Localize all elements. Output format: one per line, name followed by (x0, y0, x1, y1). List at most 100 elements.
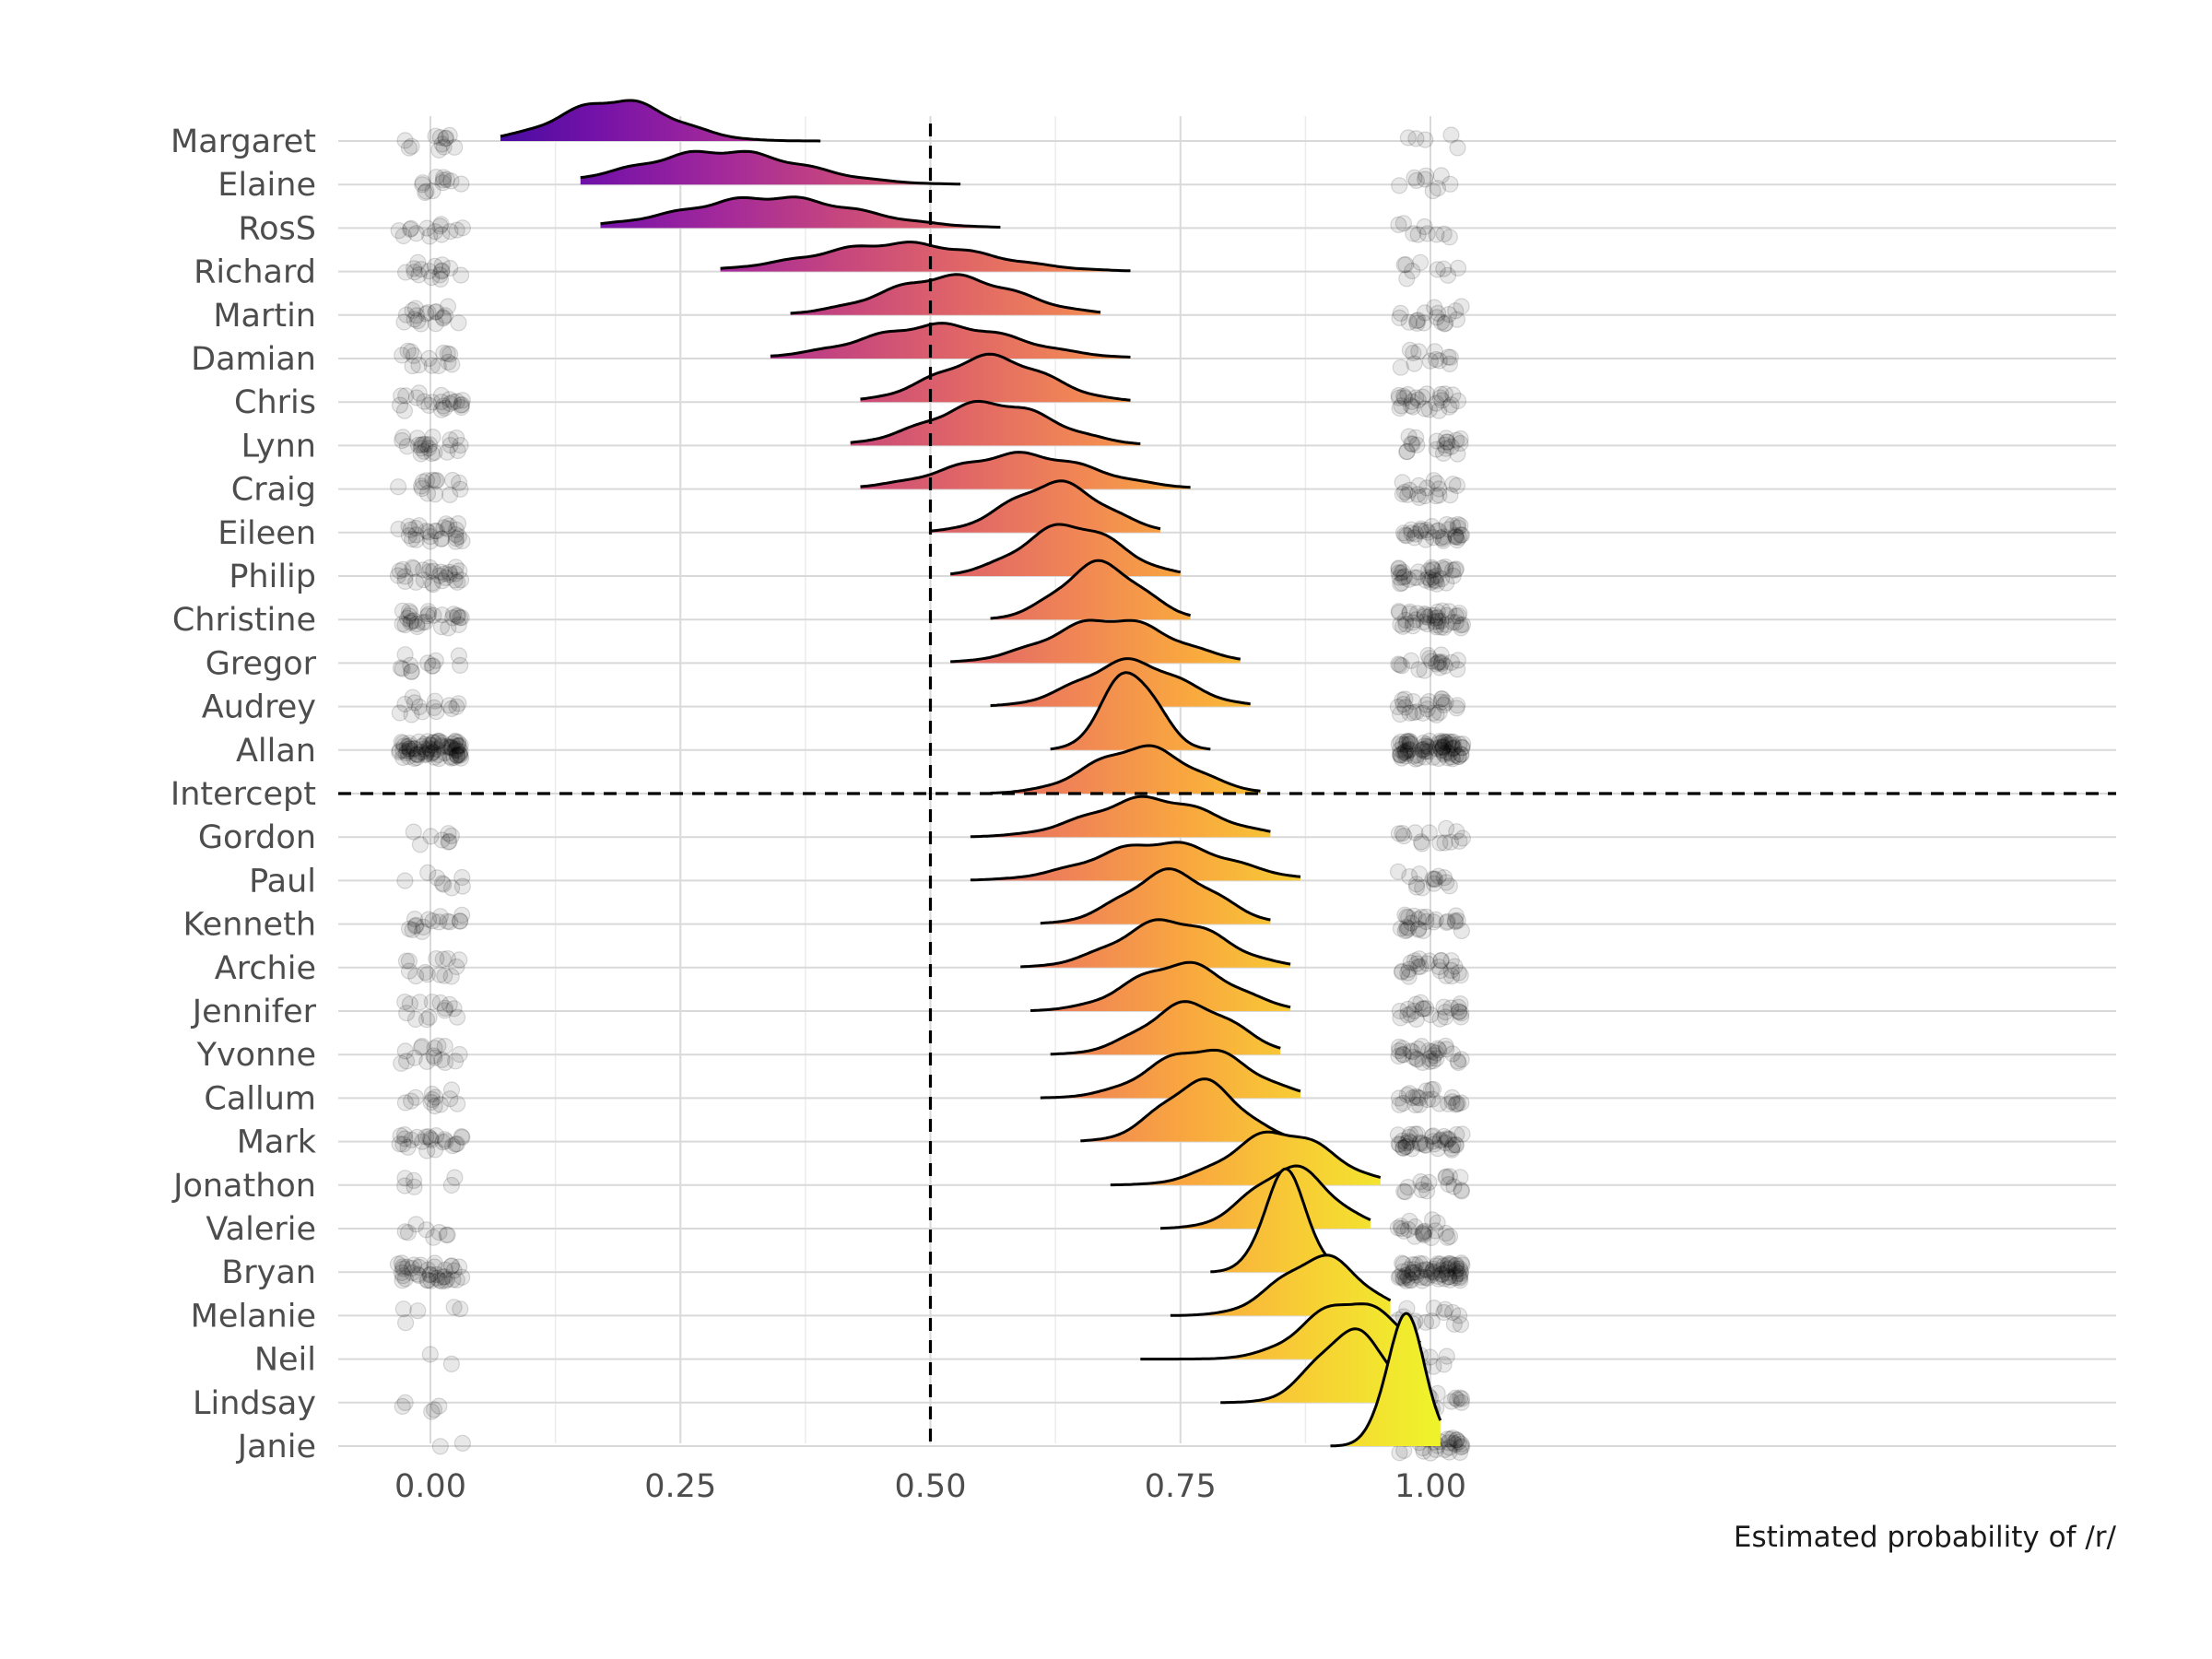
raw-point (413, 1039, 430, 1056)
raw-point (1396, 906, 1414, 924)
raw-point (1429, 1140, 1447, 1158)
raw-point (392, 1127, 409, 1145)
raw-point (396, 616, 414, 634)
raw-point (1418, 908, 1435, 926)
raw-point (405, 1171, 423, 1190)
raw-point (412, 315, 429, 333)
raw-point (412, 261, 429, 278)
raw-point (1448, 531, 1466, 549)
raw-point (1447, 907, 1465, 924)
raw-point (1418, 700, 1436, 718)
raw-point (1423, 1211, 1441, 1229)
raw-point (390, 520, 407, 538)
raw-point (1421, 1050, 1439, 1067)
raw-point (1408, 605, 1427, 622)
raw-point (441, 394, 459, 412)
raw-point (1437, 819, 1455, 837)
raw-point (411, 836, 429, 853)
raw-point (429, 869, 446, 887)
ridge-outline (860, 451, 1191, 489)
raw-point (399, 342, 417, 359)
raw-point (1389, 1219, 1406, 1237)
raw-point (1426, 571, 1443, 589)
row-label: Craig (231, 472, 316, 509)
raw-point (430, 732, 448, 750)
raw-point (443, 735, 461, 753)
raw-point (1437, 733, 1454, 751)
raw-point (425, 1229, 442, 1246)
raw-point (453, 219, 471, 237)
raw-point (415, 561, 432, 579)
raw-point (391, 742, 408, 759)
row-label: Lynn (241, 428, 316, 465)
raw-point (1406, 429, 1425, 446)
raw-point (1419, 646, 1437, 665)
raw-point (448, 740, 465, 758)
raw-point (425, 606, 442, 624)
raw-point (445, 1262, 463, 1279)
raw-point (426, 443, 443, 461)
raw-point (404, 688, 421, 706)
raw-point (1394, 618, 1412, 635)
raw-point (1449, 652, 1467, 669)
raw-point (1443, 1093, 1461, 1111)
raw-point (452, 480, 469, 498)
ridge-intercept (990, 744, 1261, 794)
ridge-jonathon (1110, 1130, 1382, 1187)
raw-point (435, 519, 453, 536)
raw-point (1419, 569, 1437, 586)
raw-point (433, 572, 451, 590)
raw-point (402, 614, 419, 631)
raw-point (1447, 614, 1465, 631)
raw-point (1449, 392, 1467, 410)
raw-point (396, 568, 414, 585)
ridge-craig (860, 451, 1191, 489)
raw-point (1400, 1261, 1418, 1278)
raw-point (1404, 1043, 1421, 1061)
raw-point (443, 356, 461, 373)
ridge-fill (1020, 919, 1291, 968)
raw-point (453, 398, 470, 417)
raw-point (1441, 398, 1458, 416)
raw-point (1439, 744, 1456, 761)
raw-point (1415, 314, 1433, 332)
raw-point (408, 618, 426, 636)
raw-point (448, 1271, 465, 1288)
raw-point (396, 1270, 414, 1288)
raw-point (394, 660, 411, 677)
raw-point (422, 1130, 440, 1147)
raw-point (1390, 1089, 1408, 1107)
raw-point (449, 747, 466, 764)
raw-point (402, 219, 420, 237)
raw-point (1453, 1182, 1470, 1199)
raw-point (400, 526, 418, 545)
raw-point (1394, 1263, 1412, 1280)
raw-point (1430, 653, 1448, 671)
raw-point (401, 740, 418, 758)
raw-point (1417, 606, 1434, 624)
raw-point (442, 700, 461, 718)
raw-point (417, 746, 434, 764)
raw-point (1447, 560, 1465, 578)
raw-point (1396, 743, 1414, 761)
raw-point (1418, 615, 1436, 633)
raw-point (403, 137, 420, 155)
raw-point (1430, 1270, 1447, 1288)
raw-point (399, 1224, 417, 1241)
raw-point (1405, 704, 1422, 722)
raw-point (1418, 743, 1435, 760)
raw-point (1435, 618, 1453, 637)
raw-point (395, 402, 413, 419)
raw-point (440, 353, 457, 371)
raw-point (430, 1397, 448, 1415)
raw-point (1423, 1090, 1441, 1108)
raw-point (413, 477, 430, 495)
raw-point (400, 607, 418, 625)
raw-point (1451, 1443, 1469, 1462)
raw-point (1392, 747, 1409, 764)
raw-point (1394, 735, 1412, 753)
ridge-chris (860, 352, 1131, 403)
raw-point (449, 737, 466, 755)
raw-point (1401, 1212, 1418, 1230)
raw-point (1406, 952, 1424, 970)
